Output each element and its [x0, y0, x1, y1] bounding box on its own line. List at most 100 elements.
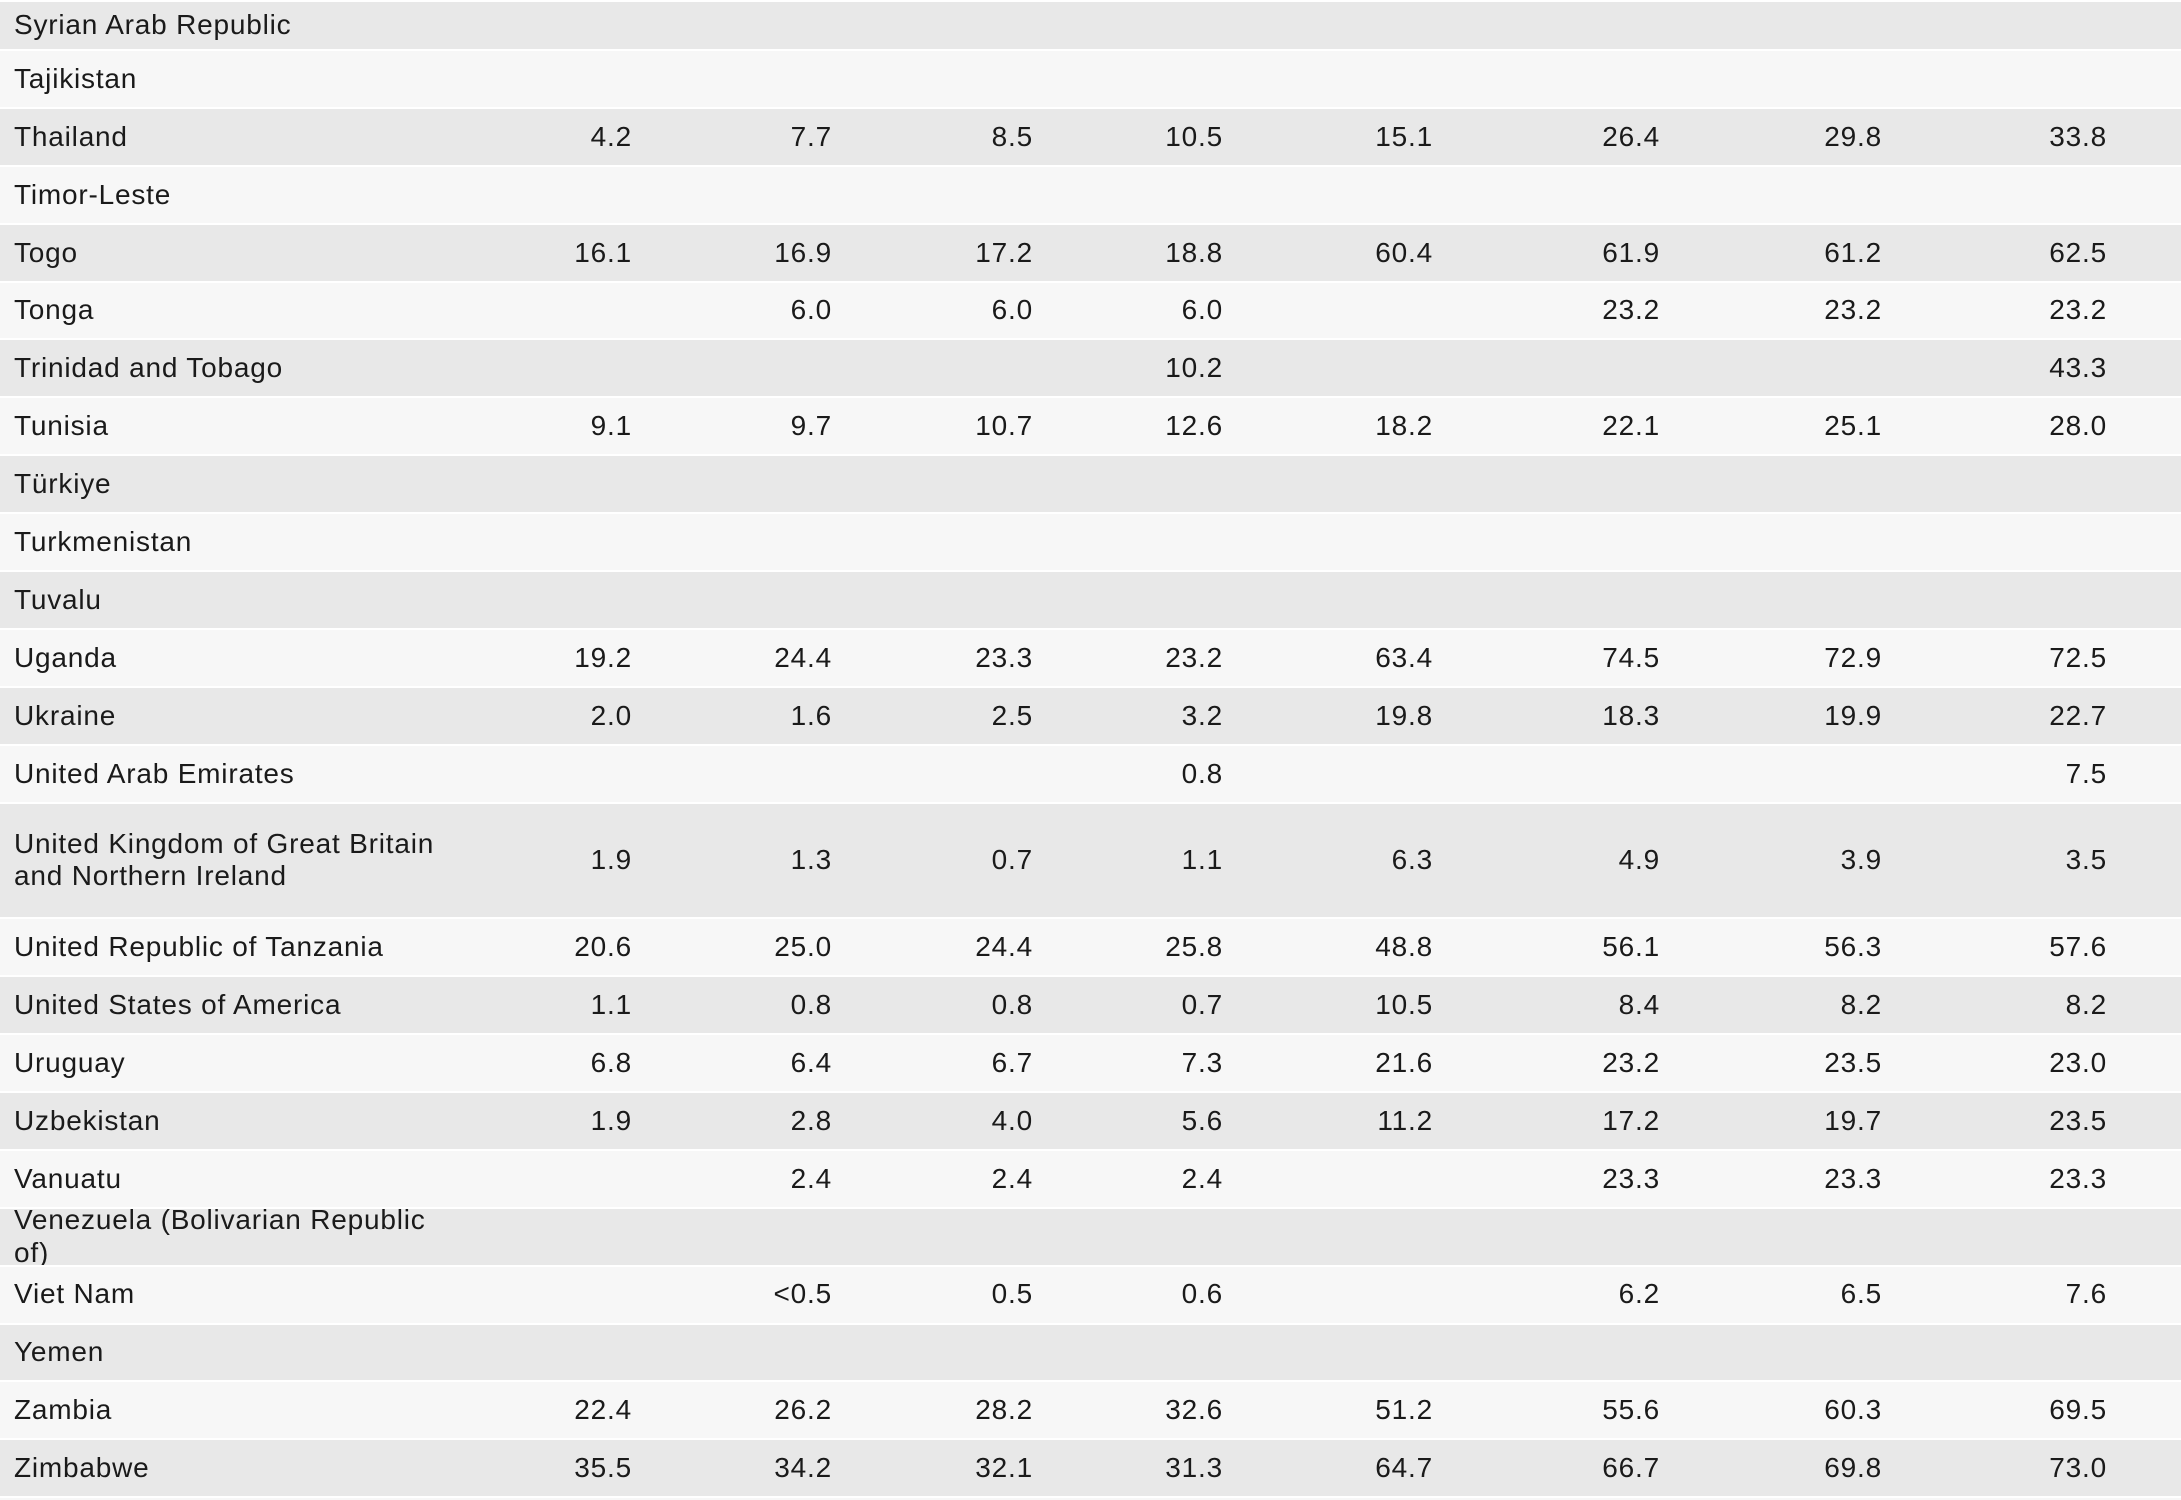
value-cell	[1433, 456, 1660, 512]
country-cell: Thailand	[14, 120, 128, 152]
value-cell	[1433, 340, 1660, 396]
value-cell	[1882, 51, 2107, 107]
spacer-cell	[2107, 225, 2181, 281]
value-cell	[832, 572, 1033, 628]
value-cell	[1660, 51, 1882, 107]
value-cell: 23.5	[1824, 1046, 1882, 1078]
value-cell: 23.2	[1602, 294, 1660, 326]
spacer-cell	[2107, 1093, 2181, 1149]
value-cell	[1223, 514, 1433, 570]
value-cell	[1660, 2, 1882, 49]
value-cell	[832, 51, 1033, 107]
value-cell: 24.4	[774, 641, 832, 673]
value-cell: 23.2	[1602, 1046, 1660, 1078]
value-cell: 25.0	[774, 931, 832, 963]
value-cell: 7.7	[790, 120, 832, 152]
value-cell: 6.4	[790, 1046, 832, 1078]
value-cell: 3.2	[1181, 699, 1223, 731]
country-cell: Syrian Arab Republic	[14, 9, 292, 41]
value-cell	[1433, 167, 1660, 223]
value-cell: 21.6	[1375, 1046, 1433, 1078]
value-cell: 64.7	[1375, 1452, 1433, 1484]
table-row: Uruguay 6.8 6.4 6.7 7.3 21.6 23.2 23.5 2…	[0, 1035, 2181, 1093]
value-cell: 1.9	[590, 1104, 632, 1136]
country-cell: Turkmenistan	[14, 525, 193, 557]
value-cell	[460, 456, 632, 512]
value-cell: 23.2	[1824, 294, 1882, 326]
spacer-cell	[2107, 630, 2181, 686]
table-row: Togo 16.1 16.9 17.2 18.8 60.4 61.9 61.2 …	[0, 224, 2181, 283]
value-cell	[632, 456, 832, 512]
value-cell: 25.1	[1824, 410, 1882, 442]
value-cell	[1033, 1325, 1223, 1381]
value-cell: 22.7	[2049, 699, 2107, 731]
value-cell	[1433, 514, 1660, 570]
value-cell: 10.5	[1375, 989, 1433, 1020]
value-cell	[1882, 1209, 2107, 1265]
spacer-cell	[2107, 514, 2181, 570]
table-row: United Republic of Tanzania 20.6 25.0 24…	[0, 919, 2181, 978]
value-cell: 61.2	[1824, 236, 1882, 268]
value-cell	[1882, 167, 2107, 223]
value-cell: 8.2	[1840, 989, 1882, 1020]
value-cell	[1223, 456, 1433, 512]
country-cell: Tunisia	[14, 410, 109, 442]
value-cell: 18.3	[1602, 699, 1660, 731]
spacer-cell	[2107, 167, 2181, 223]
table-row: Thailand 4.2 7.7 8.5 10.5 15.1 26.4 29.8…	[0, 108, 2181, 167]
value-cell: 32.1	[975, 1452, 1033, 1484]
value-cell: 23.3	[1824, 1162, 1882, 1194]
value-cell: 0.7	[991, 844, 1033, 876]
value-cell	[832, 1325, 1033, 1381]
value-cell: 1.6	[790, 699, 832, 731]
value-cell	[1882, 572, 2107, 628]
value-cell: 2.5	[991, 699, 1033, 731]
value-cell: 28.2	[975, 1394, 1033, 1426]
value-cell	[1033, 2, 1223, 49]
value-cell	[1223, 746, 1433, 802]
spacer-cell	[2107, 919, 2181, 975]
country-cell: Yemen	[14, 1336, 105, 1368]
country-cell: Tonga	[14, 294, 95, 326]
table-row: Zambia 22.4 26.2 28.2 32.6 51.2 55.6 60.…	[0, 1382, 2181, 1441]
value-cell: 4.2	[590, 120, 632, 152]
value-cell	[632, 2, 832, 49]
value-cell: 33.8	[2049, 120, 2107, 152]
table-row: Zimbabwe 35.5 34.2 32.1 31.3 64.7 66.7 6…	[0, 1440, 2181, 1499]
spacer-cell	[2107, 804, 2181, 918]
country-cell: Venezuela (Bolivarian Republic of)	[14, 1208, 426, 1265]
value-cell	[632, 1325, 832, 1381]
value-cell	[1882, 2, 2107, 49]
value-cell: 4.0	[991, 1104, 1033, 1136]
value-cell: 62.5	[2049, 236, 2107, 268]
value-cell: 1.3	[790, 844, 832, 876]
value-cell: 66.7	[1602, 1452, 1660, 1484]
value-cell: 32.6	[1165, 1394, 1223, 1426]
value-cell: 4.9	[1618, 844, 1660, 876]
value-cell: 23.3	[1602, 1162, 1660, 1194]
value-cell: 3.5	[2065, 844, 2107, 876]
spacer-cell	[2107, 1440, 2181, 1496]
country-cell: Tajikistan	[14, 62, 138, 94]
value-cell: 61.9	[1602, 236, 1660, 268]
value-cell: 29.8	[1824, 120, 1882, 152]
value-cell: 1.1	[1181, 844, 1223, 876]
value-cell	[632, 51, 832, 107]
value-cell: 19.8	[1375, 699, 1433, 731]
country-cell: Viet Nam	[14, 1278, 136, 1310]
spacer-cell	[2107, 456, 2181, 512]
value-cell	[632, 340, 832, 396]
spacer-cell	[2107, 109, 2181, 165]
value-cell	[460, 1209, 632, 1265]
value-cell: <0.5	[773, 1278, 832, 1310]
country-cell: Uganda	[14, 641, 117, 673]
table-row: Tunisia 9.1 9.7 10.7 12.6 18.2 22.1 25.1…	[0, 398, 2181, 457]
value-cell: 5.6	[1181, 1104, 1223, 1136]
value-cell	[460, 1325, 632, 1381]
spacer-cell	[2107, 688, 2181, 744]
value-cell: 26.4	[1602, 120, 1660, 152]
value-cell	[1223, 2, 1433, 49]
value-cell	[460, 2, 632, 49]
value-cell: 20.6	[574, 931, 632, 963]
